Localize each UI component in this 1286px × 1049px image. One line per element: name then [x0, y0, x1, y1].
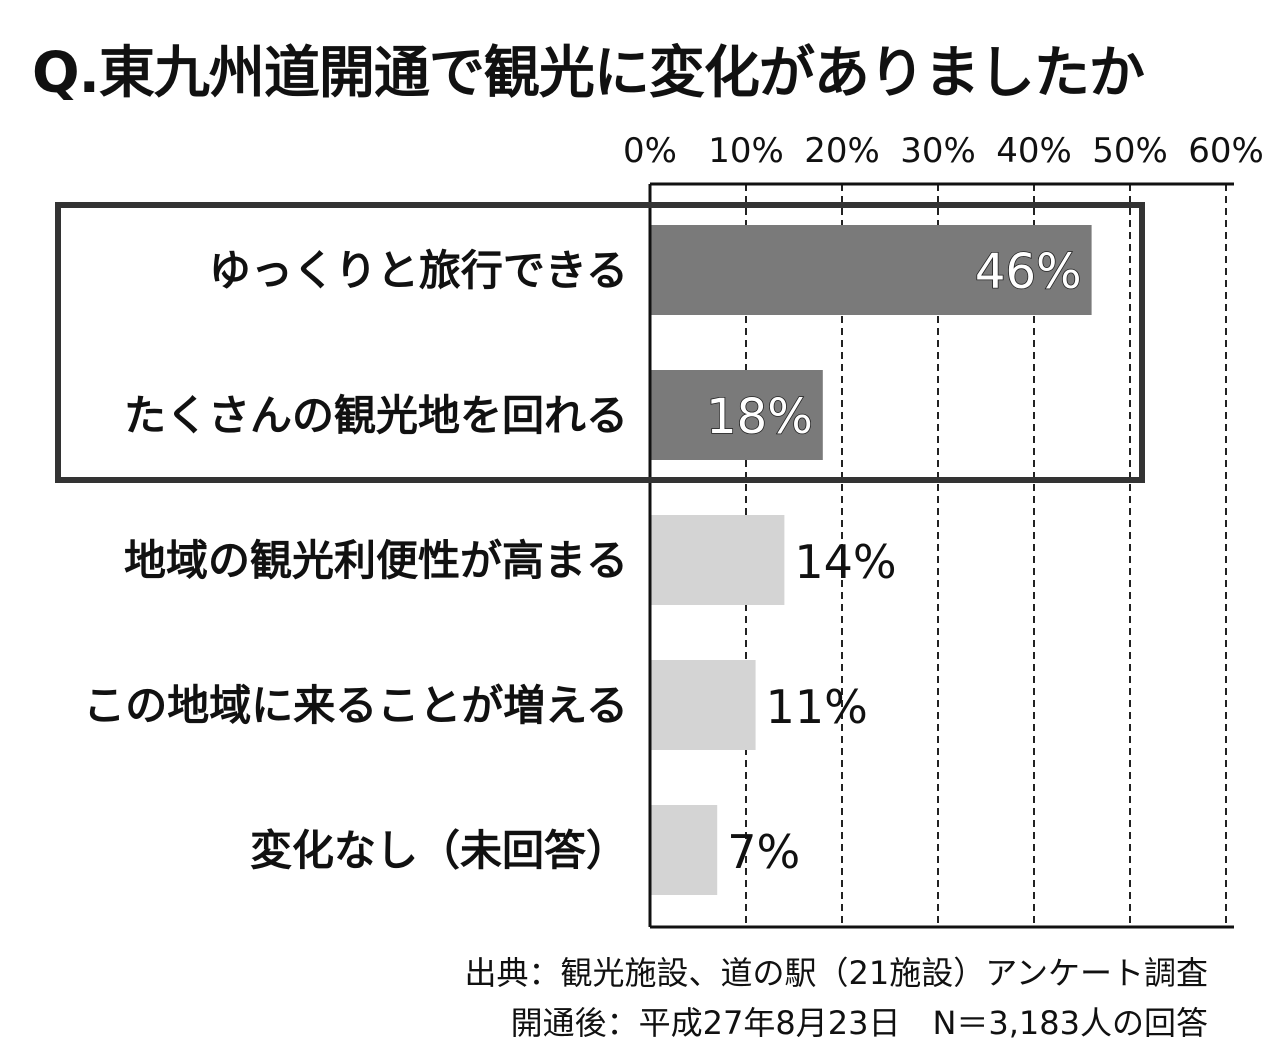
value-label: 7%	[727, 825, 800, 879]
bar	[650, 660, 756, 750]
x-axis-ticks: 0% 10% 20% 30% 40% 50% 60%	[623, 131, 1264, 171]
category-label: ゆっくりと旅行できる	[209, 246, 628, 295]
tick-label: 60%	[1188, 131, 1264, 171]
bars	[650, 225, 1092, 895]
value-label: 18%	[706, 389, 813, 445]
category-label: たくさんの観光地を回れる	[124, 391, 628, 440]
tick-label: 30%	[900, 131, 976, 171]
value-label: 14%	[794, 535, 896, 589]
tick-label: 0%	[623, 131, 677, 171]
tick-label: 40%	[996, 131, 1072, 171]
bar	[650, 805, 718, 895]
category-label: 地域の観光利便性が高まる	[124, 536, 628, 585]
bar	[650, 370, 823, 460]
value-label: 46%	[975, 244, 1082, 300]
chart-title: Q.東九州道開通で観光に変化がありましたか	[32, 41, 1145, 106]
axis-frame	[55, 182, 1234, 929]
survey-date-note: 開通後：平成27年8月23日 N＝3,183人の回答	[510, 1004, 1208, 1042]
bar	[650, 225, 1092, 315]
source-note: 出典：観光施設、道の駅（21施設）アンケート調査	[464, 954, 1208, 992]
highlight-box	[55, 202, 1145, 483]
value-label: 11%	[766, 680, 868, 734]
value-labels: 46% 18% 14% 11% 7%	[705, 243, 1082, 879]
bar	[650, 515, 785, 605]
tick-label: 50%	[1092, 131, 1168, 171]
category-label: この地域に来ることが増える	[83, 681, 628, 730]
tick-label: 10%	[708, 131, 784, 171]
category-labels: ゆっくりと旅行できるたくさんの観光地を回れる地域の観光利便性が高まるこの地域に来…	[83, 246, 628, 875]
tick-label: 20%	[804, 131, 880, 171]
category-label: 変化なし（未回答）	[250, 826, 628, 875]
